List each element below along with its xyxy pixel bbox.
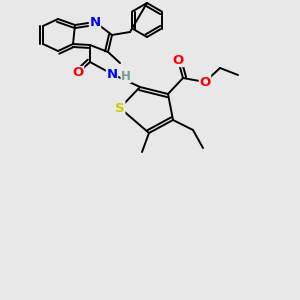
- Text: O: O: [72, 67, 84, 80]
- Text: O: O: [172, 53, 184, 67]
- Text: O: O: [200, 76, 211, 88]
- Text: N: N: [89, 16, 100, 28]
- Text: H: H: [121, 70, 131, 83]
- Text: S: S: [115, 101, 125, 115]
- Text: N: N: [106, 68, 118, 80]
